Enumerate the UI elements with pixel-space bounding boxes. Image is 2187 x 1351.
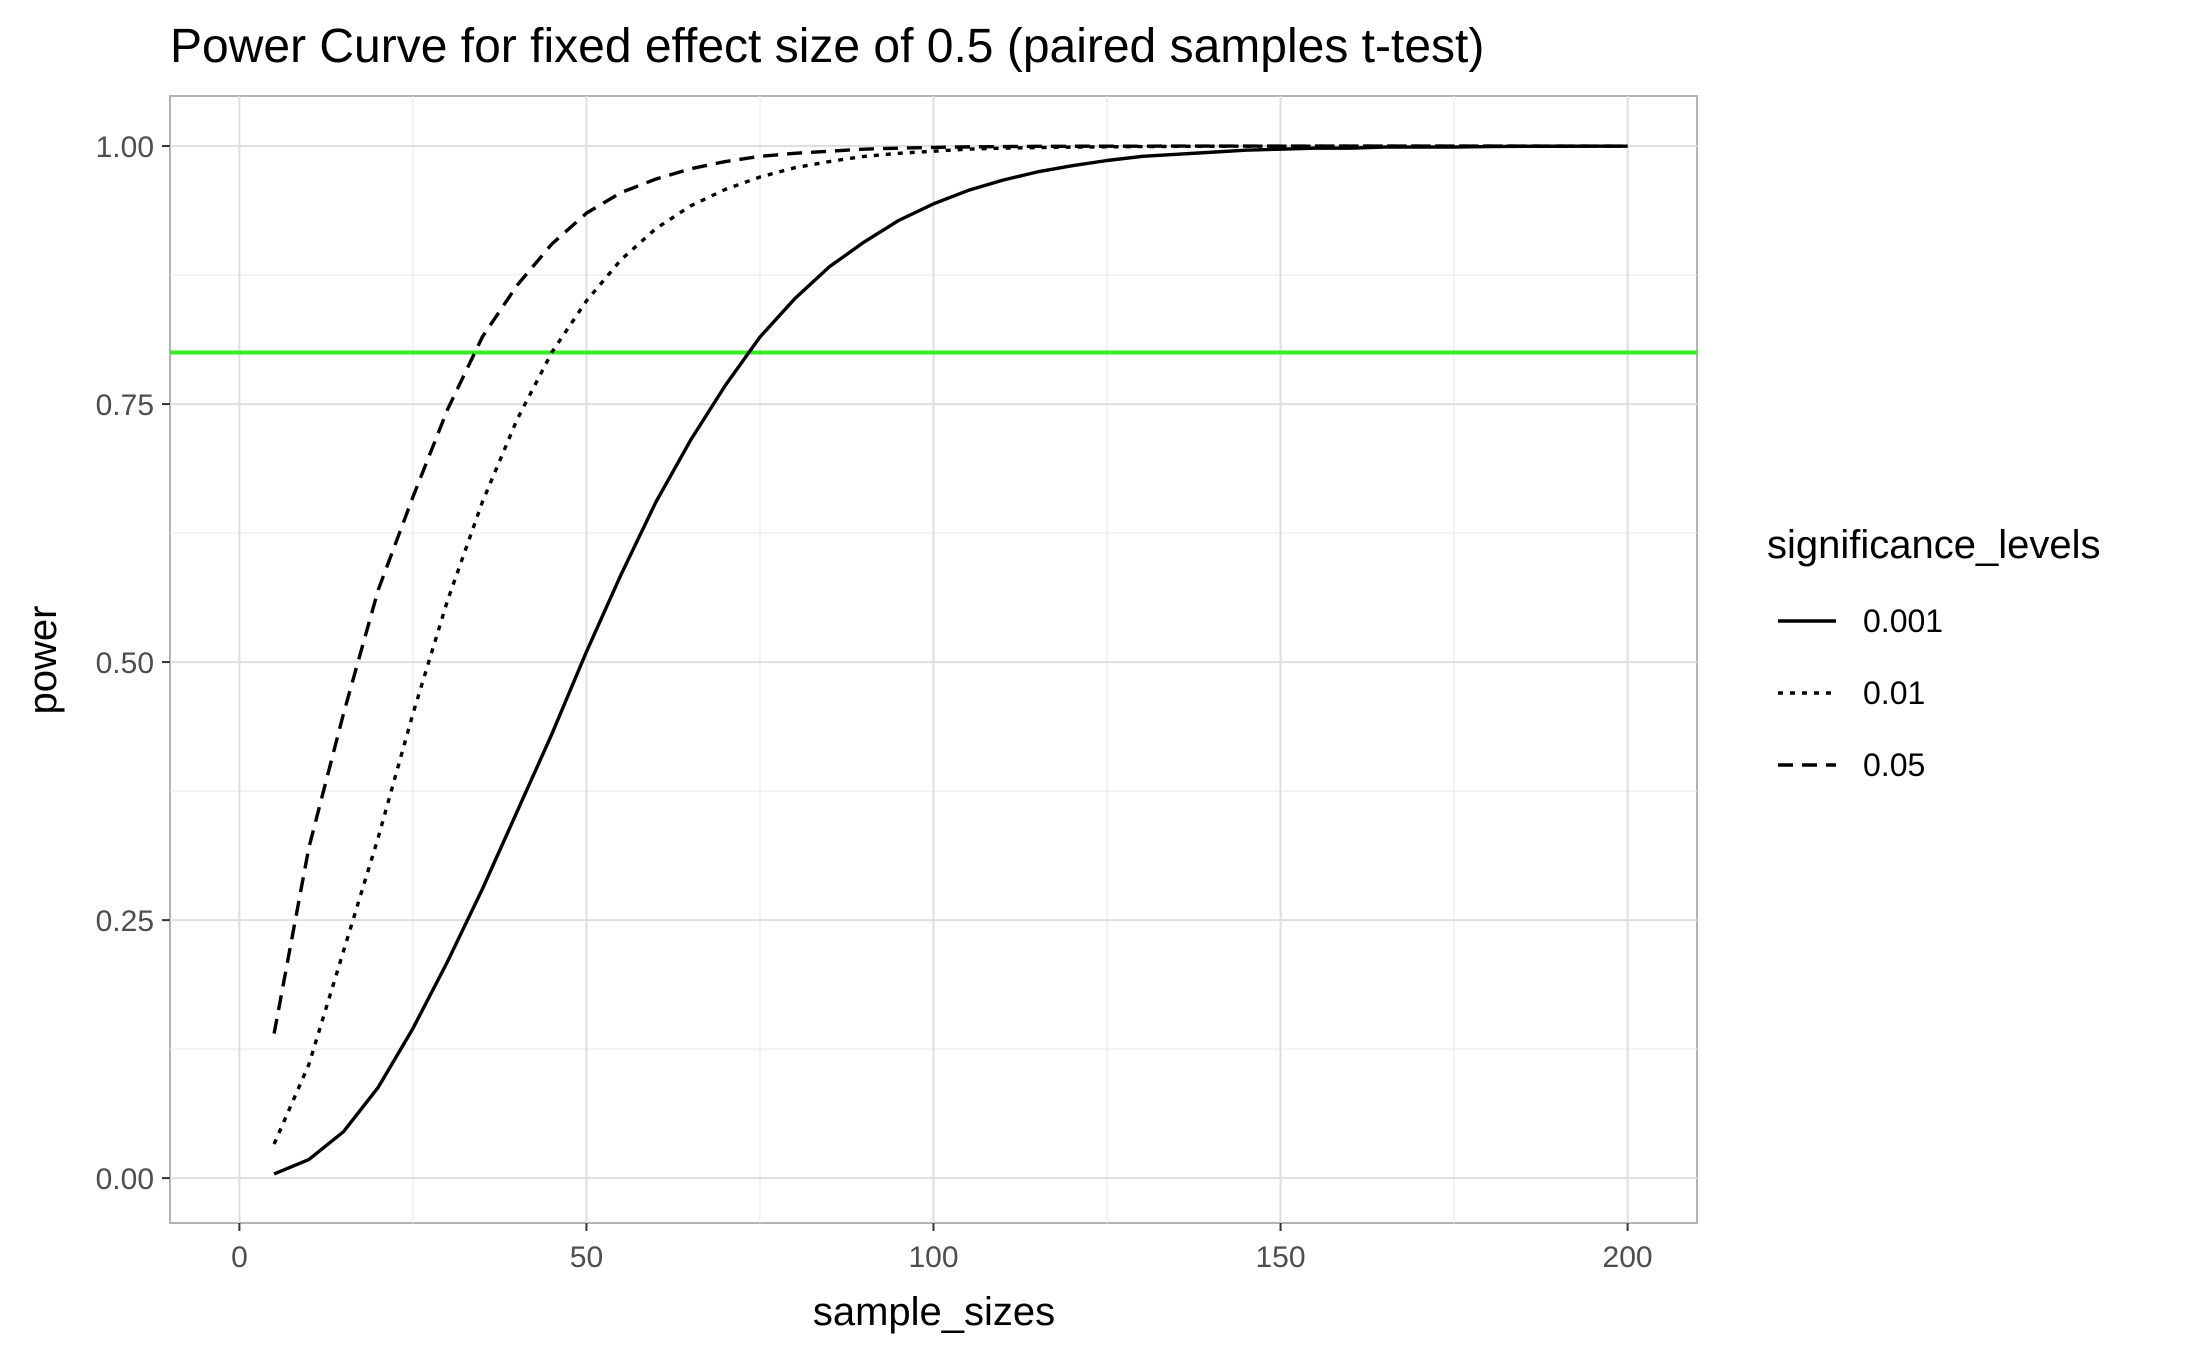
series-lines	[272, 144, 1628, 1176]
x-tick-label: 200	[1603, 1241, 1653, 1274]
x-tick-label: 150	[1256, 1241, 1306, 1274]
x-axis-title: sample_sizes	[813, 1290, 1055, 1334]
y-tick-label: 0.50	[96, 647, 154, 680]
x-axis-ticks: 0 50 100 150 200	[231, 1223, 1653, 1274]
major-gridlines	[170, 96, 1697, 1223]
y-tick-label: 0.00	[96, 1163, 154, 1196]
series-line-0-01	[272, 144, 1628, 1145]
x-tick-label: 100	[908, 1241, 958, 1274]
y-axis-title: power	[21, 606, 65, 715]
legend-label-0-05: 0.05	[1863, 747, 1925, 783]
chart-title: Power Curve for fixed effect size of 0.5…	[170, 20, 1484, 73]
y-tick-label: 1.00	[96, 131, 154, 164]
legend-title: significance_levels	[1767, 523, 2101, 567]
legend: significance_levels 0.001 0.01 0.05	[1767, 523, 2101, 783]
y-axis-ticks: 0.00 0.25 0.50 0.75 1.00	[96, 131, 170, 1196]
legend-label-0-001: 0.001	[1863, 603, 1943, 639]
x-tick-label: 0	[231, 1241, 248, 1274]
y-tick-label: 0.25	[96, 905, 154, 938]
x-tick-label: 50	[570, 1241, 603, 1274]
legend-entries: 0.001 0.01 0.05	[1778, 603, 1943, 783]
legend-label-0-01: 0.01	[1863, 675, 1925, 711]
y-tick-label: 0.75	[96, 389, 154, 422]
